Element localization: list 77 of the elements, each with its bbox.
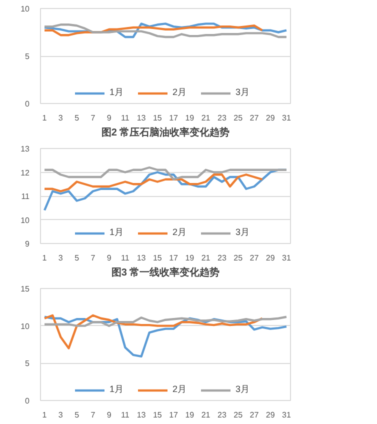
x-tick-label: 17	[169, 254, 179, 262]
x-tick-label: 29	[266, 114, 276, 122]
x-tick-label: 27	[250, 410, 260, 420]
x-tick-label: 19	[185, 254, 195, 262]
x-tick-label: 3	[58, 254, 64, 262]
x-tick-label: 13	[136, 114, 146, 122]
x-tick-label: 21	[201, 254, 211, 262]
legend-label: 1月	[110, 383, 125, 396]
x-tick-label: 25	[234, 254, 244, 262]
x-tick-label: 29	[266, 410, 276, 420]
x-tick-label: 27	[250, 114, 260, 122]
y-tick-label: 9	[25, 240, 30, 248]
x-tick-label: 7	[90, 114, 96, 122]
legend-label: 2月	[172, 226, 188, 239]
legend-label: 2月	[172, 383, 188, 396]
line-series	[43, 166, 288, 180]
x-tick-label: 13	[136, 254, 146, 262]
x-tick-label: 31	[282, 254, 292, 262]
x-tick-label: 9	[106, 114, 112, 122]
legend-label: 2月	[172, 86, 188, 99]
x-tick-label: 27	[250, 254, 260, 262]
line-series	[43, 24, 264, 36]
x-tick-label: 11	[121, 254, 130, 262]
x-tick-label: 5	[74, 114, 80, 122]
legend-label: 1月	[110, 226, 125, 239]
x-tick-label: 19	[185, 410, 195, 420]
x-tick-label: 3	[58, 410, 64, 420]
x-tick-label: 21	[201, 410, 211, 420]
legend-label: 3月	[236, 226, 251, 239]
x-tick-label: 7	[90, 254, 96, 262]
x-tick-label: 29	[266, 254, 276, 262]
line-series	[43, 174, 264, 192]
x-tick-label: 11	[121, 114, 130, 122]
x-tick-label: 9	[106, 254, 112, 262]
x-tick-label: 17	[169, 410, 179, 420]
x-tick-label: 31	[282, 114, 292, 122]
text: 图3 常一线收率变化趋势	[111, 266, 220, 278]
x-tick-label: 23	[218, 114, 227, 122]
y-tick-label: 10	[20, 4, 30, 14]
x-tick-label: 11	[121, 410, 130, 420]
x-tick-label: 15	[152, 254, 162, 262]
text: 图2 常压石脑油收率变化趋势	[101, 126, 230, 138]
legend-label: 1月	[110, 86, 125, 99]
y-tick-label: 5	[25, 359, 30, 368]
x-tick-label: 9	[106, 410, 112, 420]
legend-label: 3月	[236, 86, 251, 99]
x-tick-label: 31	[282, 410, 292, 420]
y-tick-label: 12	[20, 168, 30, 178]
x-tick-label: 1	[42, 114, 48, 122]
y-tick-label: 5	[25, 52, 30, 61]
legend-label: 3月	[236, 383, 251, 396]
x-tick-label: 25	[234, 410, 244, 420]
x-tick-label: 5	[74, 254, 80, 262]
x-tick-label: 5	[74, 410, 80, 420]
x-tick-label: 1	[42, 410, 48, 420]
y-tick-label: 0	[25, 396, 30, 406]
x-tick-label: 23	[218, 410, 227, 420]
y-tick-label: 0	[25, 100, 30, 108]
y-tick-label: 10	[20, 216, 30, 225]
x-tick-label: 25	[234, 114, 244, 122]
x-tick-label: 21	[201, 114, 211, 122]
x-tick-label: 15	[152, 114, 162, 122]
line-series	[43, 316, 288, 327]
x-tick-label: 23	[218, 254, 227, 262]
y-tick-label: 13	[20, 144, 30, 154]
x-tick-label: 3	[58, 114, 64, 122]
x-tick-label: 7	[90, 410, 96, 420]
x-tick-label: 15	[152, 410, 162, 420]
line-series	[43, 316, 288, 358]
y-tick-label: 15	[20, 284, 30, 294]
line-series	[43, 314, 264, 350]
y-tick-label: 10	[20, 322, 30, 331]
x-tick-label: 1	[42, 254, 48, 262]
x-tick-label: 13	[136, 410, 146, 420]
x-tick-label: 17	[169, 114, 179, 122]
x-tick-label: 19	[185, 114, 195, 122]
y-tick-label: 11	[21, 192, 30, 201]
